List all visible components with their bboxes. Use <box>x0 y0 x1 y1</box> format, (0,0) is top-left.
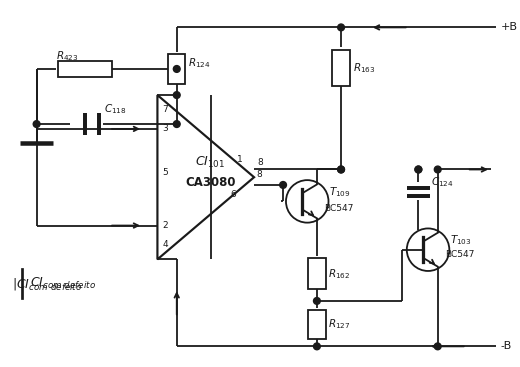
Text: 5: 5 <box>162 168 168 177</box>
Text: 6: 6 <box>230 190 236 199</box>
Bar <box>58 61 111 77</box>
Text: +B: +B <box>501 22 517 32</box>
Text: 8: 8 <box>256 170 262 179</box>
Text: $C_{118}$: $C_{118}$ <box>105 103 127 116</box>
Circle shape <box>434 343 441 350</box>
Circle shape <box>173 121 180 127</box>
Circle shape <box>337 166 344 173</box>
Circle shape <box>173 92 180 98</box>
Text: $C_{124}$: $C_{124}$ <box>431 175 453 189</box>
Circle shape <box>337 24 344 31</box>
Text: $R_{127}$: $R_{127}$ <box>329 317 351 331</box>
Circle shape <box>173 66 180 72</box>
Circle shape <box>314 298 320 304</box>
Circle shape <box>434 166 441 173</box>
Text: BC547: BC547 <box>323 204 353 212</box>
Text: 1: 1 <box>237 155 242 164</box>
Text: $T_{109}$: $T_{109}$ <box>330 185 351 199</box>
Circle shape <box>314 343 320 350</box>
Text: 7: 7 <box>162 105 168 114</box>
Text: $CI_{101}$: $CI_{101}$ <box>196 155 226 170</box>
Bar <box>332 50 350 86</box>
Text: -B: -B <box>501 341 512 351</box>
Circle shape <box>415 166 422 173</box>
Text: $R_{124}$: $R_{124}$ <box>188 56 211 70</box>
Text: 2: 2 <box>162 221 168 230</box>
Text: BC547: BC547 <box>446 250 475 259</box>
Text: 8: 8 <box>257 158 263 167</box>
Text: $T_{103}$: $T_{103}$ <box>450 233 472 247</box>
Circle shape <box>33 121 40 127</box>
Circle shape <box>415 166 422 173</box>
Text: $|CI_{com\ defeito}$: $|CI_{com\ defeito}$ <box>12 276 83 291</box>
Bar <box>308 258 326 289</box>
Text: $R_{423}$: $R_{423}$ <box>56 50 79 63</box>
Text: $R_{162}$: $R_{162}$ <box>329 267 351 281</box>
Text: 4: 4 <box>162 240 168 249</box>
Text: $R_{163}$: $R_{163}$ <box>353 61 375 75</box>
Text: $CI_{com\ defeito}$: $CI_{com\ defeito}$ <box>30 276 96 291</box>
Text: CA3080: CA3080 <box>185 175 236 189</box>
Bar <box>308 310 326 339</box>
Bar <box>168 54 186 84</box>
Circle shape <box>337 166 344 173</box>
Text: 3: 3 <box>162 124 168 133</box>
Circle shape <box>280 182 287 188</box>
